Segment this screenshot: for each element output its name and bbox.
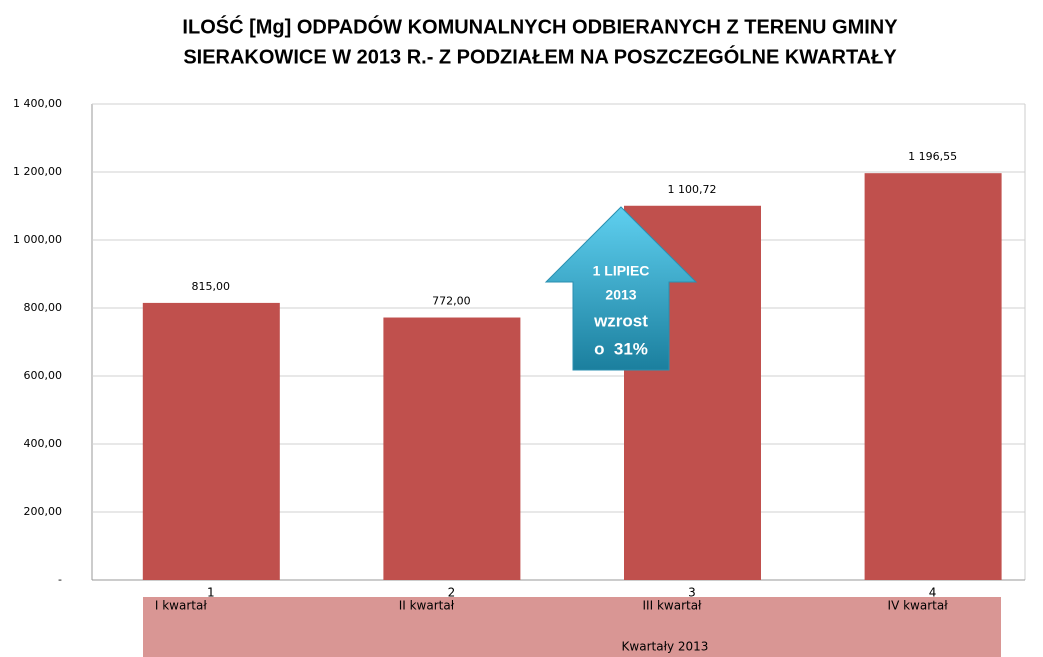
y-tick-label: 1 000,00 (13, 233, 62, 246)
y-tick-label: 400,00 (24, 437, 63, 450)
x-tick-label: 2 (448, 586, 456, 600)
y-tick-label: - (58, 573, 62, 586)
bar (864, 173, 1002, 580)
x-tick-label: 4 (929, 586, 937, 600)
y-tick-label: 200,00 (24, 505, 63, 518)
y-tick-label: 1 200,00 (13, 165, 62, 178)
chart-title: SIERAKOWICE W 2013 R.- Z PODZIAŁEM NA PO… (183, 44, 897, 68)
category-band (143, 597, 1001, 657)
annotation: 1 LIPIEC (593, 263, 650, 279)
annotation: 2013 (605, 287, 636, 303)
data-label: 1 100,72 (668, 183, 717, 196)
x-tick-label: 1 (207, 586, 215, 600)
chart-title: ILOŚĆ [Mg] ODPADÓW KOMUNALNYCH ODBIERANY… (182, 14, 898, 38)
y-tick-label: 1 400,00 (13, 97, 62, 110)
bar (142, 302, 280, 580)
arrow (544, 206, 698, 371)
y-tick-label: 800,00 (24, 301, 63, 314)
x-category-label: IV kwartał (888, 599, 949, 613)
x-axis-label: Kwartały 2013 (622, 640, 709, 654)
data-label: 1 196,55 (908, 150, 957, 163)
data-label: 815,00 (192, 280, 231, 293)
x-category-label: II kwartał (399, 599, 455, 613)
bar (383, 317, 521, 580)
data-label: 772,00 (432, 295, 471, 308)
y-tick-label: 600,00 (24, 369, 63, 382)
annotation: wzrost (593, 311, 648, 330)
x-tick-label: 3 (688, 586, 696, 600)
x-category-label: III kwartał (643, 599, 703, 613)
x-category-label: I kwartał (155, 599, 207, 613)
annotation: o 31% (594, 339, 648, 358)
